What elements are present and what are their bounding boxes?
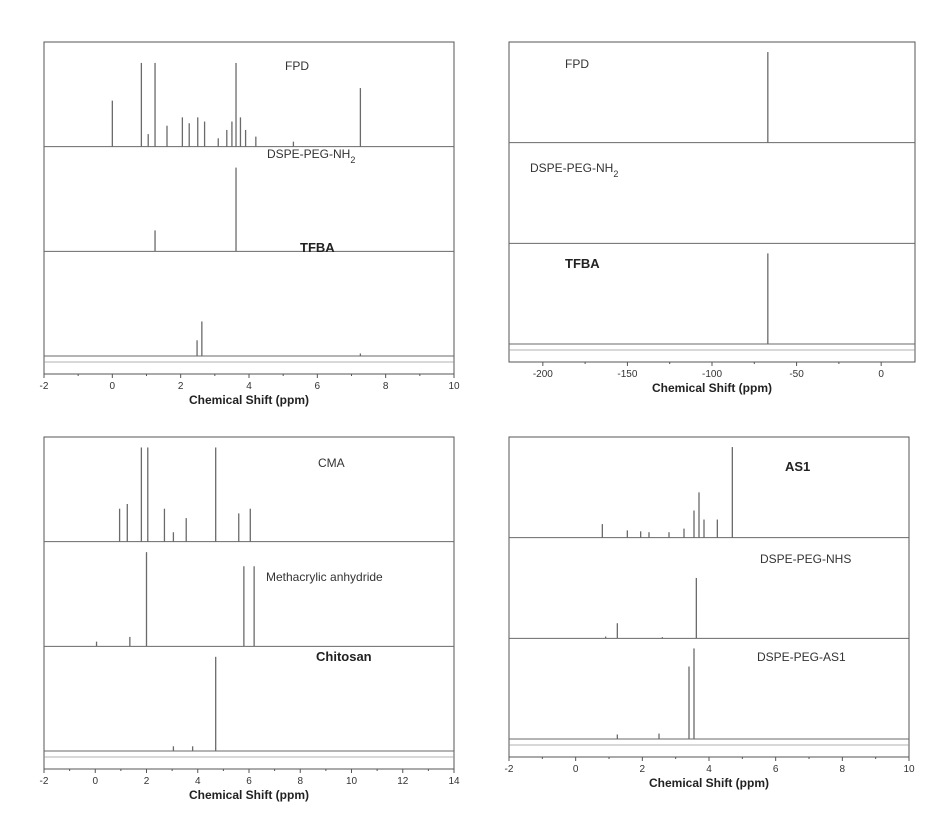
spectrum-plot-bottom-left: -2 0 2 4 6 8 10 12 14 Chemical Shift (ppm) CMA Meth… [30,425,470,815]
trace-label: DSPE-PEG-NH2 [530,161,618,179]
x-tick-label: -2 [40,381,49,392]
x-tick-label: 0 [92,776,98,787]
plot-frame [509,437,909,757]
x-tick-label: 4 [246,381,252,392]
x-tick-label: -2 [40,776,49,787]
x-tick-label: 4 [706,764,712,775]
trace-label-subscript: 2 [613,169,618,179]
x-tick-label: 2 [144,776,150,787]
spectrum-plot-top-left: -2 0 2 4 6 8 10 Chemical Shift (ppm) FPD DSPE-PEG… [30,30,470,410]
x-tick-label: -2 [505,764,514,775]
x-tick-label: -100 [702,369,722,380]
trace-label: FPD [285,59,309,73]
x-tick-label: 14 [448,776,460,787]
plot-frame [44,42,454,374]
trace-label: DSPE-PEG-NHS [760,552,851,566]
x-axis-label: Chemical Shift (ppm) [189,788,309,802]
x-tick-label: 8 [383,381,389,392]
x-tick-label: 6 [773,764,779,775]
x-tick-label: 6 [246,776,252,787]
x-tick-label: 8 [840,764,846,775]
x-tick-label: 10 [346,776,358,787]
plot-frame [509,42,915,362]
x-tick-label: 12 [397,776,409,787]
chart-top-right: -200 -150 -100 -50 0 Chemical Shift (ppm) FPD D… [495,30,925,410]
trace-label-text: DSPE-PEG-NH [267,147,350,161]
plot-frame [44,437,454,769]
x-tick-label: -150 [617,369,637,380]
chart-top-left: -2 0 2 4 6 8 10 Chemical Shift (ppm) FPD DSPE-PEG… [30,30,470,410]
spectrum-plot-bottom-right: -2 0 2 4 6 8 10 Chemical Shift (ppm) AS1 DSPE-PEG… [495,425,925,805]
x-tick-label: 2 [178,381,184,392]
trace-label: AS1 [785,459,810,474]
x-tick-label: 10 [903,764,915,775]
x-axis-label: Chemical Shift (ppm) [652,381,772,395]
x-tick-label: 0 [573,764,579,775]
x-tick-label: 10 [448,381,460,392]
x-tick-label: 4 [195,776,201,787]
chart-bottom-right: -2 0 2 4 6 8 10 Chemical Shift (ppm) AS1 DSPE-PEG… [495,425,925,805]
trace-label-subscript: 2 [350,155,355,165]
x-tick-label: 6 [315,381,321,392]
spectrum-plot-top-right: -200 -150 -100 -50 0 Chemical Shift (ppm) FPD D… [495,30,925,410]
x-tick-label: 0 [878,369,884,380]
x-tick-label: 8 [297,776,303,787]
trace-label: FPD [565,57,589,71]
trace-label: Methacrylic anhydride [266,570,383,584]
x-axis-label: Chemical Shift (ppm) [649,776,769,790]
trace-label: TFBA [300,240,335,255]
x-tick-label: 0 [110,381,116,392]
chart-bottom-left: -2 0 2 4 6 8 10 12 14 Chemical Shift (ppm) CMA Meth… [30,425,470,815]
trace-label: Chitosan [316,649,372,664]
x-tick-label: 2 [640,764,646,775]
x-axis-label: Chemical Shift (ppm) [189,393,309,407]
trace-label: TFBA [565,256,600,271]
trace-label-text: DSPE-PEG-NH [530,161,613,175]
trace-label: DSPE-PEG-NH2 [267,147,355,165]
x-tick-label: -50 [789,369,804,380]
trace-label: CMA [318,456,345,470]
x-tick-label: -200 [533,369,553,380]
trace-label: DSPE-PEG-AS1 [757,650,846,664]
